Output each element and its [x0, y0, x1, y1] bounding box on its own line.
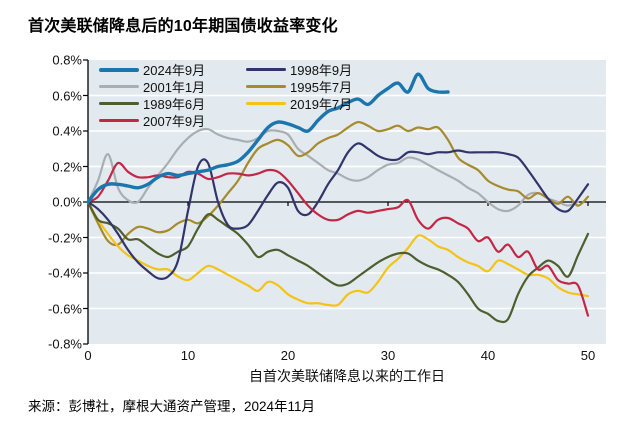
- legend-item: 2019年7月: [246, 94, 393, 113]
- legend-label: 1989年6月: [143, 97, 206, 112]
- series-line-1995年7月: [86, 120, 590, 247]
- legend-item: 1989年6月: [99, 94, 246, 113]
- legend-line-swatch: [99, 67, 139, 72]
- legend-label: 1995年7月: [290, 80, 353, 95]
- y-tick-label: 0.2%: [52, 159, 82, 174]
- series-line-1998年9月: [86, 142, 590, 281]
- x-axis-label: 自首次美联储降息以来的工作日: [249, 368, 445, 384]
- legend-item: 1998年9月: [246, 60, 393, 79]
- source-note: 来源：彭博社，摩根大通资产管理，2024年11月: [28, 399, 316, 414]
- x-tick-label: 50: [580, 348, 596, 363]
- series-line-2001年1月: [86, 127, 580, 213]
- legend-line-swatch: [246, 68, 286, 71]
- y-tick-label: 0.4%: [52, 123, 82, 139]
- legend-line-swatch: [246, 85, 286, 88]
- legend-line-swatch: [99, 119, 139, 122]
- y-tick-label: 0.8%: [52, 52, 82, 68]
- legend-item: 2007年9月: [99, 111, 246, 130]
- legend-item: 2024年9月: [99, 60, 246, 79]
- series-line-1989年6月: [86, 200, 590, 324]
- x-tick-label: 10: [180, 348, 196, 363]
- legend-line-swatch: [99, 102, 139, 105]
- legend-line-swatch: [99, 85, 139, 88]
- series-line-2007年9月: [86, 161, 590, 317]
- y-tick-label: -0.6%: [48, 301, 82, 316]
- y-tick-label: -0.8%: [48, 336, 82, 352]
- y-tick-label: -0.2%: [48, 230, 82, 245]
- series-line-2019年7月: [86, 200, 590, 307]
- legend-label: 2001年1月: [143, 80, 206, 95]
- legend-line-swatch: [246, 102, 286, 105]
- legend-label: 2019年7月: [290, 97, 353, 112]
- x-tick-label: 30: [380, 348, 396, 363]
- y-tick-label: -0.4%: [48, 265, 82, 281]
- y-tick-label: 0.6%: [52, 88, 82, 103]
- legend-item: 2001年1月: [99, 77, 246, 96]
- legend-item: 1995年7月: [246, 77, 393, 96]
- legend-label: 2024年9月: [143, 63, 206, 78]
- chart-legend: 2024年9月 2001年1月 1989年6月 2007年9月 1998年9月 1995年…: [99, 61, 393, 129]
- series-line-2024年9月: [86, 72, 450, 204]
- page-title: 首次美联储降息后的10年期国债收益率变化: [28, 18, 338, 35]
- x-tick-label: 20: [280, 348, 296, 363]
- x-tick-label: 0: [84, 348, 92, 363]
- legend-label: 1998年9月: [290, 63, 353, 78]
- y-tick-label: 0.0%: [52, 194, 82, 210]
- legend-label: 2007年9月: [143, 114, 206, 129]
- x-tick-label: 40: [480, 348, 496, 363]
